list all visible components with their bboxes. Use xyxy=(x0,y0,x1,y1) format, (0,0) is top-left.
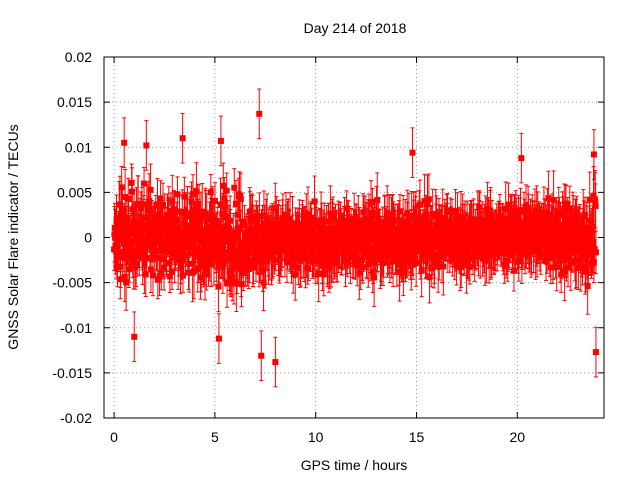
y-axis-label: GNSS Solar Flare indicator / TECUs xyxy=(5,124,21,349)
data-point xyxy=(215,313,222,364)
y-tick-label: 0.005 xyxy=(57,184,92,200)
x-tick-label: 10 xyxy=(308,429,324,445)
data-point xyxy=(592,230,599,275)
y-tick-label: 0.015 xyxy=(57,94,92,110)
axis-ticks-layer: -0.02 -0.015 -0.01 -0.005 0 0.005 0.01 0.015 0.0… xyxy=(52,49,604,445)
chart-title: Day 214 of 2018 xyxy=(304,20,407,36)
plot-frame xyxy=(103,56,605,419)
data-point xyxy=(409,127,416,178)
y-tick-label: 0.02 xyxy=(65,49,92,65)
y-tick-label: -0.015 xyxy=(52,365,92,381)
y-tick-label: -0.02 xyxy=(60,410,92,426)
data-points-layer xyxy=(111,88,599,388)
x-tick-label: 0 xyxy=(110,429,118,445)
data-point xyxy=(179,112,186,164)
x-tick-label: 5 xyxy=(211,429,219,445)
data-point xyxy=(121,117,128,169)
data-point xyxy=(131,311,138,363)
y-tick-label: -0.01 xyxy=(60,320,92,336)
data-point xyxy=(256,88,263,140)
data-point xyxy=(141,166,148,201)
data-point xyxy=(217,115,224,167)
x-tick-label: 15 xyxy=(409,429,425,445)
y-tick-label: 0 xyxy=(84,230,92,246)
data-point xyxy=(590,129,597,180)
data-point xyxy=(592,183,599,229)
y-tick-label: -0.005 xyxy=(52,275,92,291)
data-point xyxy=(143,120,150,171)
x-tick-label: 20 xyxy=(510,429,526,445)
data-point xyxy=(518,132,525,184)
data-point xyxy=(272,336,279,388)
data-point xyxy=(231,168,238,208)
data-point xyxy=(258,330,265,382)
x-axis-label: GPS time / hours xyxy=(301,457,408,473)
data-point xyxy=(592,326,599,378)
y-tick-label: 0.01 xyxy=(65,139,92,155)
